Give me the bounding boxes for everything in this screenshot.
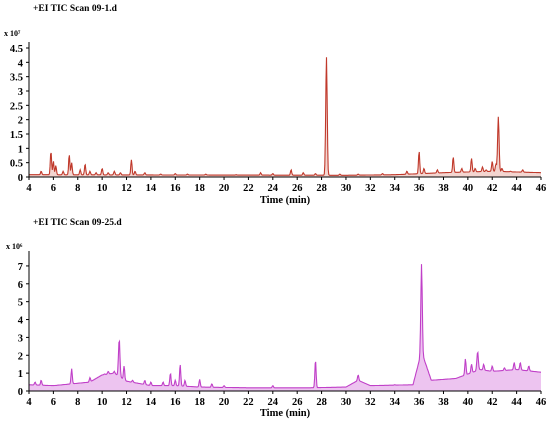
panel-bottom-y-scale-label: x 10⁶ [6, 242, 23, 251]
panel-bottom-y-tick-label: 3 [18, 333, 23, 344]
panel-top-area [29, 57, 541, 177]
panel-bottom-x-tick-label: 24 [268, 397, 279, 408]
panel-top-x-tick-label: 44 [511, 183, 522, 194]
panel-top-x-tick-label: 26 [292, 183, 303, 194]
panel-top-x-tick-label: 18 [194, 183, 205, 194]
panel-bottom-x-tick-label: 6 [51, 397, 56, 408]
panel-bottom-signal-line [28, 264, 541, 389]
panel-bottom-y-tick-label: 7 [18, 262, 23, 273]
panel-top-y-tick-label: 0.5 [10, 159, 23, 170]
panel-top-y-tick-label: 0 [18, 173, 23, 184]
panel-bottom-x-tick-label: 26 [292, 397, 303, 408]
panel-bottom-x-tick-label: 36 [414, 397, 425, 408]
panel-bottom-y-tick-label: 4 [18, 316, 24, 327]
panel-top-x-tick-label: 40 [463, 183, 474, 194]
panel-top-x-tick-label: 36 [414, 183, 425, 194]
panel-bottom-x-tick-label: 20 [219, 397, 230, 408]
panel-top-y-tick-label: 2 [18, 116, 23, 127]
panel-bottom-x-tick-label: 4 [26, 397, 32, 408]
panel-bottom-x-tick-label: 12 [121, 397, 132, 408]
panel-top-x-tick-label: 38 [438, 183, 449, 194]
panel-top-x-tick-label: 22 [243, 183, 254, 194]
panel-top-x-tick-label: 42 [487, 183, 498, 194]
panel-top-x-tick-label: 46 [536, 183, 547, 194]
panel-top-x-ticks: 4 6 8 10 12 14 16 18 20 22 24 26 28 30 32 34 36 38 40 42 44 4… [26, 177, 546, 194]
panel-top-y-tick-label: 3.5 [10, 73, 23, 84]
panel-top-y-scale-label: x 10⁷ [4, 29, 21, 38]
panel-top-x-tick-label: 14 [146, 183, 157, 194]
panel-bottom-y-tick-label: 6 [18, 280, 23, 291]
panel-top-y-tick-label: 1 [18, 144, 23, 155]
panel-top-x-tick-label: 4 [26, 183, 32, 194]
panel-bottom-x-tick-label: 40 [463, 397, 474, 408]
panel-bottom-x-tick-label: 30 [341, 397, 352, 408]
panel-top-y-tick-label: 1.5 [10, 130, 23, 141]
panel-bottom-y-tick-label: 1 [18, 369, 23, 380]
panel-bottom-x-tick-label: 44 [511, 397, 522, 408]
panel-top-x-tick-label: 20 [219, 183, 230, 194]
panel-top-signal-line [29, 57, 541, 176]
panel-bottom-x-axis-label: Time (min) [260, 408, 311, 419]
panel-bottom-x-tick-label: 22 [243, 397, 254, 408]
panel-bottom-x-tick-label: 46 [536, 397, 547, 408]
panel-top-x-tick-label: 16 [170, 183, 181, 194]
panel-bottom-x-tick-label: 34 [389, 397, 400, 408]
panel-bottom-x-tick-label: 8 [75, 397, 80, 408]
panel-top-header: +EI TIC Scan 09-1.d [33, 4, 118, 14]
panel-top-y-ticks: 0 0.5 1 1.5 2 2.5 3 3.5 4 4.5 [10, 44, 29, 184]
panel-bottom-y-tick-label: 5 [18, 298, 23, 309]
panel-top-x-tick-label: 6 [51, 183, 56, 194]
panel-top-x-tick-label: 12 [121, 183, 132, 194]
panel-bottom-x-tick-label: 38 [438, 397, 449, 408]
panel-top-x-axis-label: Time (min) [260, 195, 311, 206]
panel-top-y-tick-label: 4 [18, 58, 24, 69]
panel-bottom-axes [28, 251, 541, 392]
panel-top-x-tick-label: 24 [268, 183, 279, 194]
panel-bottom-x-tick-label: 18 [194, 397, 205, 408]
panel-bottom-x-tick-label: 28 [316, 397, 327, 408]
panel-bottom-header: +EI TIC Scan 09-25.d [33, 218, 122, 228]
panel-bottom-trace [28, 264, 541, 389]
panel-top-x-tick-label: 10 [97, 183, 108, 194]
panel-bottom-y-tick-label: 2 [18, 351, 23, 362]
panel-top-x-tick-label: 30 [341, 183, 352, 194]
panel-top-filled-area [29, 57, 541, 177]
panel-top-x-tick-label: 28 [316, 183, 327, 194]
panel-bottom-x-ticks: 4 6 8 10 12 14 16 18 20 22 24 26 28 30 32 34 36 38 40 42 44 4… [26, 391, 546, 408]
panel-top-y-tick-label: 3 [18, 87, 23, 98]
panel-bottom-x-tick-label: 42 [487, 397, 498, 408]
panel-top-axes [28, 42, 541, 178]
panel-bottom-x-tick-label: 16 [170, 397, 181, 408]
panel-bottom: +EI TIC Scan 09-25.d x 10⁶ 4 6 8 10 12 14 16 18… [6, 218, 546, 419]
panel-top-trace [29, 57, 541, 176]
panel-top-x-tick-label: 8 [75, 183, 80, 194]
panel-top: +EI TIC Scan 09-1.d x 10⁷ 4 6 8 10 12 14 16 18 2… [4, 4, 546, 206]
panel-bottom-area [29, 264, 541, 391]
panel-bottom-y-ticks: 0 1 2 3 4 5 6 7 [18, 262, 29, 398]
panel-top-y-tick-label: 2.5 [10, 101, 23, 112]
panel-top-x-tick-label: 34 [389, 183, 400, 194]
panel-bottom-x-tick-label: 14 [146, 397, 157, 408]
panel-top-x-tick-label: 32 [365, 183, 376, 194]
panel-bottom-x-tick-label: 10 [97, 397, 108, 408]
panel-bottom-y-tick-label: 0 [18, 387, 23, 398]
panel-top-y-tick-label: 4.5 [10, 44, 23, 55]
panel-bottom-x-tick-label: 32 [365, 397, 376, 408]
panel-bottom-filled-area [29, 264, 541, 391]
